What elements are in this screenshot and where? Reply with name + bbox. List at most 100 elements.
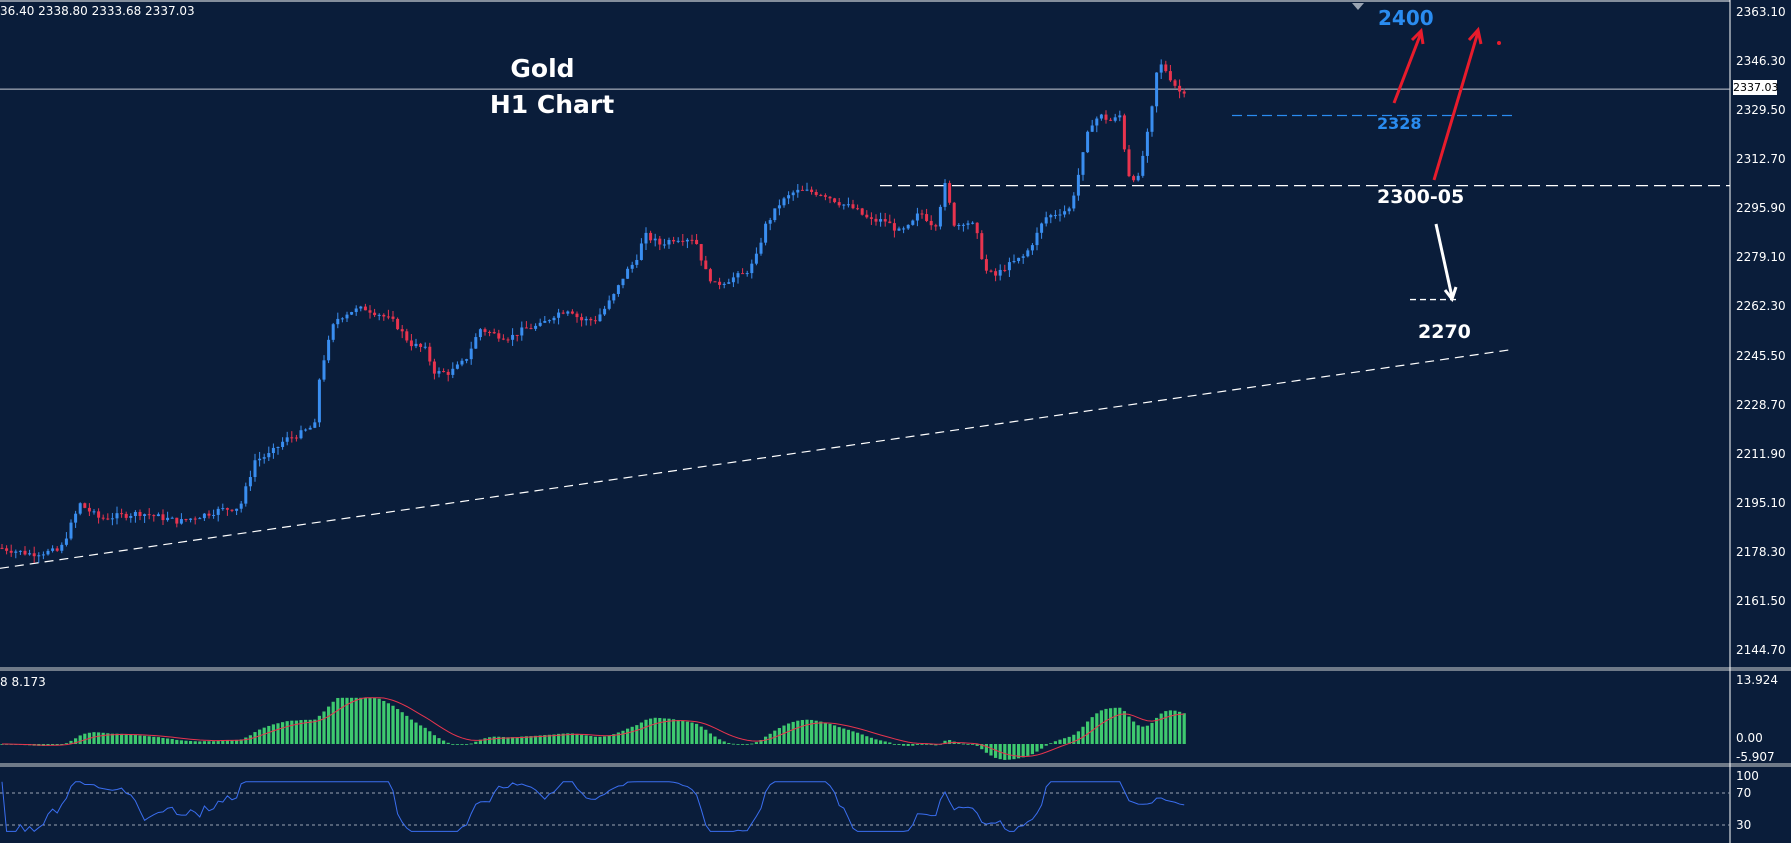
macd-bar (110, 733, 114, 744)
macd-bar (235, 739, 239, 744)
macd-bar (1099, 710, 1103, 744)
rsi-tick-100: 100 (1736, 769, 1759, 783)
macd-bar (1141, 726, 1145, 744)
candle-body (1026, 250, 1030, 257)
macd-bar (961, 743, 965, 745)
candle-body (87, 507, 91, 512)
candle-body (285, 437, 289, 442)
macd-tick-top: 13.924 (1736, 673, 1778, 687)
macd-bar (1067, 736, 1071, 744)
candle-body (207, 513, 211, 516)
macd-bar (175, 739, 179, 744)
candle-body (593, 320, 597, 322)
price-tick: 2211.90 (1736, 446, 1786, 461)
candle-body (253, 460, 257, 478)
label-2400: 2400 (1378, 6, 1434, 30)
macd-bar (676, 719, 680, 744)
candle-body (1104, 114, 1108, 120)
macd-bar (1053, 741, 1057, 744)
macd-bar (607, 735, 611, 744)
chart-title-line1: Gold (510, 54, 575, 83)
candle-body (1007, 262, 1011, 271)
ohlc-readout: 36.40 2338.80 2333.68 2337.03 (0, 4, 195, 18)
macd-bar (442, 740, 446, 744)
candle-body (120, 513, 124, 515)
macd-bar (635, 725, 639, 744)
candle-body (478, 329, 482, 338)
candle-body (409, 340, 413, 347)
candle-body (373, 312, 377, 316)
candle-body (644, 232, 648, 244)
macd-bar (644, 719, 648, 744)
candle-body (787, 195, 791, 199)
candle-body (147, 514, 151, 516)
macd-bar (722, 741, 726, 744)
candle-body (1072, 195, 1076, 209)
candle-body (423, 346, 427, 348)
candle-body (225, 508, 229, 510)
macd-bar (511, 737, 515, 744)
macd-bar (777, 728, 781, 744)
macd-bar (478, 739, 482, 744)
candle-body (386, 316, 390, 318)
candle-body (584, 318, 588, 321)
candle-body (55, 548, 59, 551)
macd-bar (713, 736, 717, 744)
candle-body (736, 273, 740, 278)
macd-bar (1049, 743, 1053, 744)
candle-body (175, 517, 179, 524)
candle-body (368, 310, 372, 313)
panel-separator-main[interactable] (0, 667, 1791, 671)
macd-bar (262, 727, 266, 744)
candle-body (929, 220, 933, 226)
macd-histogram (0, 697, 1186, 760)
candle-body (1136, 175, 1140, 181)
price-tick: 2195.10 (1736, 495, 1786, 510)
candle-body (672, 239, 676, 242)
candle-body (465, 359, 469, 361)
macd-bar (566, 733, 570, 744)
candle-body (143, 514, 147, 516)
candle-body (925, 214, 929, 221)
candle-body (773, 208, 777, 221)
candle-body (851, 204, 855, 209)
macd-bar (1113, 707, 1117, 744)
candle-body (1150, 106, 1154, 132)
candle-body (304, 429, 308, 431)
candle-body (156, 514, 160, 517)
macd-bar (1021, 744, 1025, 758)
candle-body (538, 322, 542, 326)
macd-bar (317, 715, 321, 744)
candle-body (603, 308, 607, 315)
macd-bar (189, 741, 193, 744)
candle-body (455, 364, 459, 369)
macd-bar (557, 733, 561, 744)
candle-body (708, 269, 712, 282)
macd-bar (78, 735, 82, 744)
panel-separator-macd[interactable] (0, 763, 1791, 767)
candle-body (952, 202, 956, 226)
macd-bar (584, 735, 588, 744)
macd-bar (409, 719, 413, 744)
macd-bar (1173, 710, 1177, 744)
candle-body (1040, 223, 1044, 233)
macd-bar (216, 740, 220, 744)
candle-body (1086, 131, 1090, 153)
macd-bar (1136, 725, 1140, 744)
chart-shift-marker[interactable] (1352, 3, 1364, 10)
candle-body (350, 312, 354, 315)
macd-bar (810, 719, 814, 744)
macd-bar (432, 735, 436, 744)
macd-bar (386, 703, 390, 744)
macd-bar (359, 697, 363, 744)
candle-body (699, 244, 703, 261)
macd-bar (363, 697, 367, 744)
macd-bar (630, 726, 634, 744)
macd-bar (681, 720, 685, 744)
candle-body (101, 517, 105, 519)
candle-body (874, 218, 878, 222)
macd-bar (336, 697, 340, 744)
candle-body (382, 314, 386, 317)
